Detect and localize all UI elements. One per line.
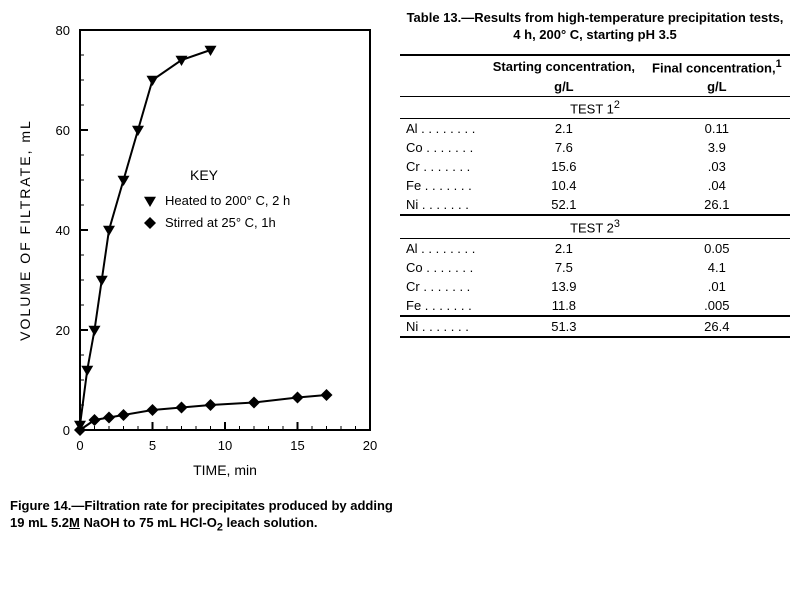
final-value: .04: [644, 176, 790, 195]
svg-text:5: 5: [149, 438, 156, 453]
col-final-header: Final concentration,1: [644, 55, 790, 77]
start-value: 2.1: [484, 238, 644, 258]
col-final-unit: g/L: [644, 77, 790, 97]
test2-header: TEST 23: [400, 215, 790, 238]
start-value: 10.4: [484, 176, 644, 195]
element-label: Co . . . . . . .: [400, 258, 484, 277]
start-value: 52.1: [484, 195, 644, 215]
element-label: Ni . . . . . . .: [400, 195, 484, 215]
results-table: Starting concentration, Final concentrat…: [400, 54, 790, 338]
element-label: Cr . . . . . . .: [400, 157, 484, 176]
element-label: Fe . . . . . . .: [400, 176, 484, 195]
svg-text:60: 60: [56, 123, 70, 138]
start-value: 15.6: [484, 157, 644, 176]
svg-text:20: 20: [56, 323, 70, 338]
start-value: 51.3: [484, 316, 644, 337]
final-value: .03: [644, 157, 790, 176]
svg-text:20: 20: [363, 438, 377, 453]
element-label: Co . . . . . . .: [400, 138, 484, 157]
chart-figure: 0 5 10 15 20 0 20 40 60 80 TIME, min VOLUME OF FILT…: [10, 10, 390, 490]
final-value: .005: [644, 296, 790, 316]
final-value: 0.05: [644, 238, 790, 258]
svg-text:Stirred at 25° C, 1h: Stirred at 25° C, 1h: [165, 215, 276, 230]
start-value: 13.9: [484, 277, 644, 296]
start-value: 7.6: [484, 138, 644, 157]
results-table-area: Table 13.—Results from high-temperature …: [400, 10, 790, 490]
final-value: 0.11: [644, 119, 790, 139]
table-title: Table 13.—Results from high-temperature …: [400, 10, 790, 44]
svg-text:15: 15: [290, 438, 304, 453]
svg-text:VOLUME OF FILTRATE, mL: VOLUME OF FILTRATE, mL: [17, 119, 33, 341]
final-value: .01: [644, 277, 790, 296]
chart-svg: 0 5 10 15 20 0 20 40 60 80 TIME, min VOLUME OF FILT…: [10, 10, 390, 490]
svg-text:0: 0: [63, 423, 70, 438]
final-value: 3.9: [644, 138, 790, 157]
start-value: 2.1: [484, 119, 644, 139]
svg-text:80: 80: [56, 23, 70, 38]
col-start-header: Starting concentration,: [484, 55, 644, 77]
start-value: 11.8: [484, 296, 644, 316]
svg-text:10: 10: [218, 438, 232, 453]
element-label: Al . . . . . . . .: [400, 238, 484, 258]
svg-text:TIME, min: TIME, min: [193, 462, 257, 478]
final-value: 26.1: [644, 195, 790, 215]
svg-text:Heated to 200° C, 2 h: Heated to 200° C, 2 h: [165, 193, 290, 208]
final-value: 26.4: [644, 316, 790, 337]
element-label: Al . . . . . . . .: [400, 119, 484, 139]
final-value: 4.1: [644, 258, 790, 277]
svg-text:0: 0: [76, 438, 83, 453]
element-label: Cr . . . . . . .: [400, 277, 484, 296]
start-value: 7.5: [484, 258, 644, 277]
col-start-unit: g/L: [484, 77, 644, 97]
svg-text:KEY: KEY: [190, 167, 219, 183]
test1-header: TEST 12: [400, 97, 790, 119]
svg-text:40: 40: [56, 223, 70, 238]
element-label: Ni . . . . . . .: [400, 316, 484, 337]
element-label: Fe . . . . . . .: [400, 296, 484, 316]
figure-caption: Figure 14.—Filtration rate for precipita…: [10, 498, 790, 535]
